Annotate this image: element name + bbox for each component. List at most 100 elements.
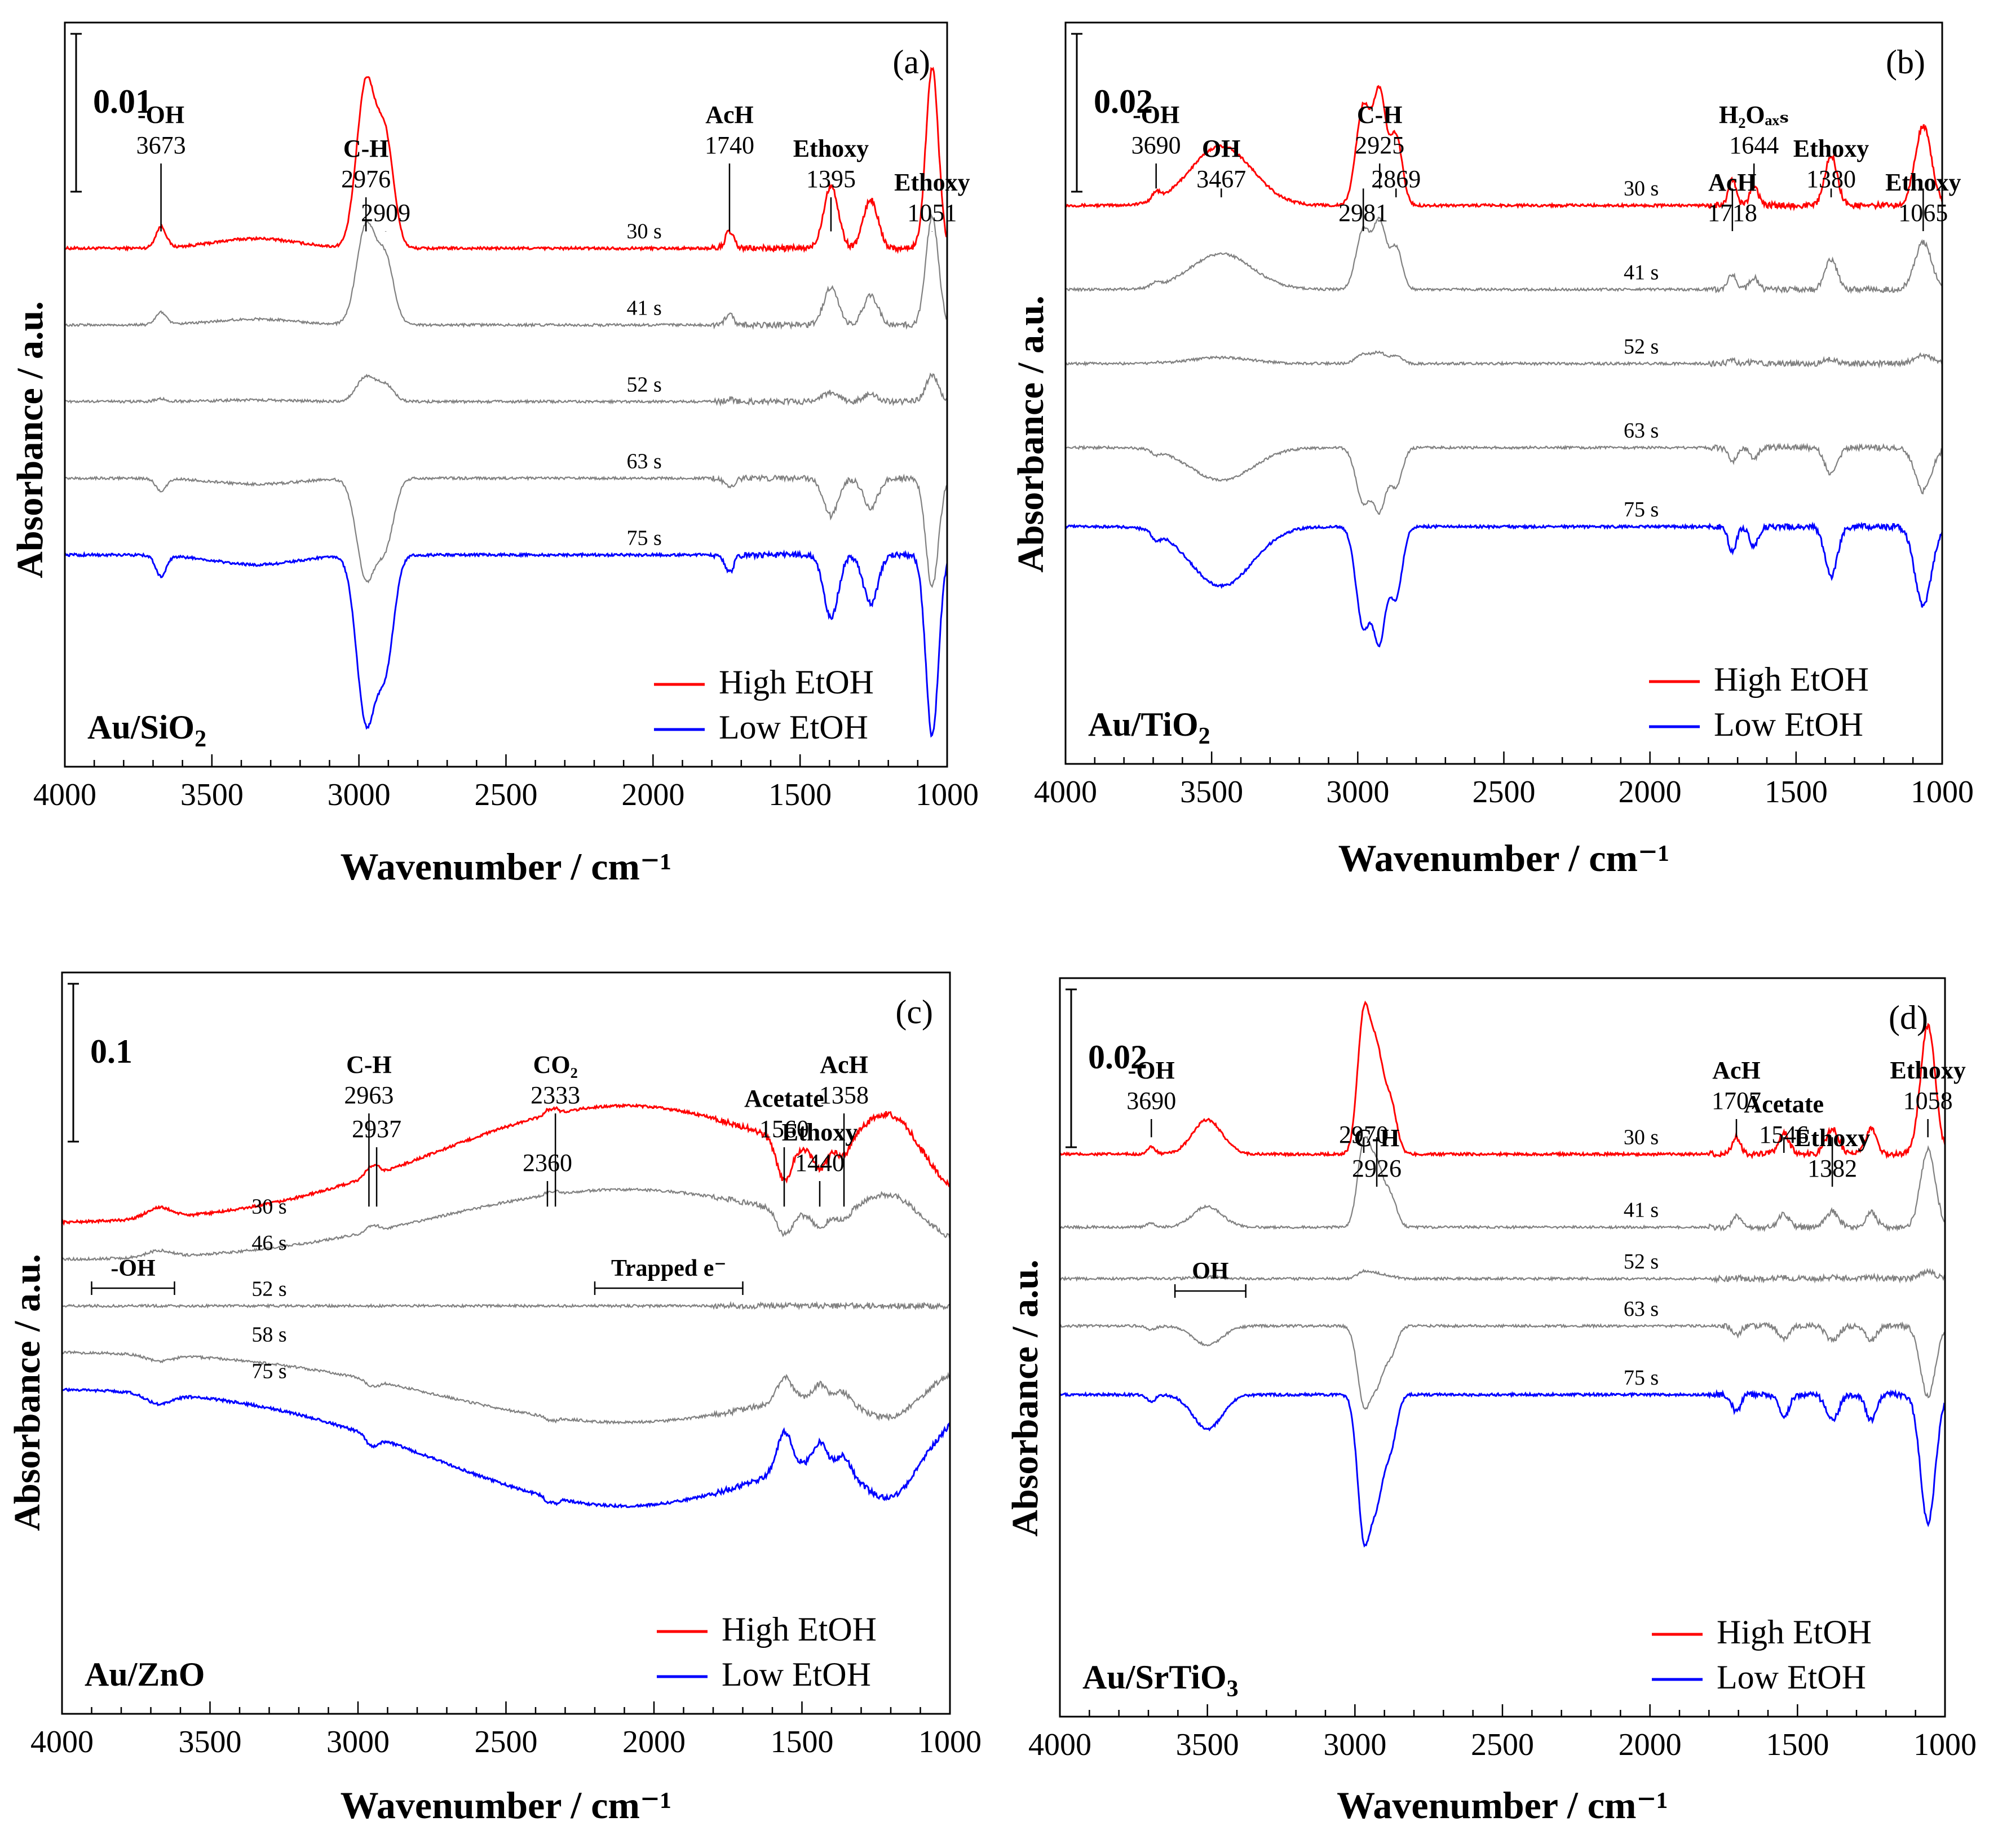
x-tick-label: 2000 [1619, 775, 1682, 810]
peak-wavenumber: 2333 [531, 1081, 580, 1109]
panel-label: (d) [1889, 999, 1928, 1036]
y-axis-label: Absorbance / a.u. [7, 1254, 48, 1531]
peak-wavenumber: 3690 [1126, 1087, 1176, 1115]
x-tick-label: 1500 [1765, 775, 1828, 810]
x-tick-label: 3000 [326, 1725, 390, 1759]
peak-wavenumber: 1546 [1759, 1121, 1809, 1148]
catalyst-label: Au/SrTiO3 [1082, 1659, 1239, 1702]
catalyst-label: Au/TiO2 [1088, 706, 1210, 749]
series-time-label: 63 s [1624, 1297, 1659, 1321]
x-tick-label: 3500 [1176, 1727, 1239, 1762]
catalyst-subscript: 2 [1199, 723, 1210, 749]
peak-wavenumber: 1051 [907, 199, 957, 227]
x-tick-label: 4000 [30, 1725, 94, 1759]
series-time-label: 41 s [1624, 1199, 1659, 1222]
peak-wavenumber: 1382 [1807, 1155, 1857, 1182]
legend-entry: High EtOH [1714, 661, 1869, 698]
peak-assignment: -OH [138, 101, 184, 129]
panel-b: 30 s 41 s 52 s 63 s 75 s 4000 3500 3000 2500 2000… [1010, 21, 1974, 879]
x-tick-label: 4000 [1028, 1727, 1091, 1762]
scale-bar-value: 0.02 [1094, 83, 1153, 120]
scale-bar-value: 0.1 [90, 1033, 132, 1070]
x-tick-label: 2500 [1471, 1727, 1534, 1762]
peak-wavenumber: 1065 [1898, 199, 1948, 227]
spectrum-63s [64, 473, 948, 589]
x-tick-label: 1500 [1766, 1727, 1829, 1762]
x-axis-label: Wavenumber / cm⁻¹ [1337, 1784, 1668, 1827]
series-time-label: 75 s [251, 1360, 286, 1383]
series-time-label: 41 s [1624, 260, 1659, 284]
peak-wavenumber: 1718 [1708, 199, 1757, 227]
peak-assignment: AcH [820, 1051, 868, 1078]
spectrum-30s [61, 1103, 951, 1226]
peak-assignment: Ethoxy [782, 1118, 857, 1146]
peak-assignment: C-H [1357, 101, 1403, 129]
series-time-label: 30 s [251, 1195, 286, 1218]
legend-entry: High EtOH [722, 1611, 877, 1648]
series-time-label: 58 s [251, 1323, 286, 1347]
series-time-label: 52 s [627, 373, 662, 396]
x-tick-label: 1000 [1911, 775, 1974, 810]
scale-bar-value: 0.02 [1088, 1038, 1147, 1076]
peak-wavenumber: 2360 [523, 1149, 572, 1177]
peak-wavenumber: 2970 [1339, 1121, 1389, 1148]
series-time-label: 30 s [627, 219, 662, 243]
peak-assignment: CO₂ [533, 1051, 578, 1078]
series-time-label: 52 s [1624, 335, 1659, 359]
x-tick-label: 3500 [1180, 775, 1243, 810]
series-time-label: 63 s [627, 449, 662, 473]
peak-wavenumber: 2869 [1371, 165, 1421, 193]
peak-wavenumber: 3467 [1196, 165, 1246, 193]
series-time-label: 46 s [251, 1231, 286, 1255]
spectrum-58s [61, 1350, 951, 1425]
spectrum-30s [1059, 1000, 1946, 1160]
peak-wavenumber: 2926 [1352, 1155, 1402, 1182]
peak-assignment: H₂Oₐₓₛ [1719, 101, 1789, 129]
y-axis-label: Absorbance / a.u. [1005, 1259, 1046, 1536]
x-axis-label: Wavenumber / cm⁻¹ [1338, 837, 1670, 879]
panel-label: (b) [1886, 43, 1925, 81]
peak-assignment: Ethoxy [1885, 169, 1961, 196]
series-time-label: 63 s [1624, 419, 1659, 443]
x-tick-label: 1500 [768, 777, 832, 812]
series-time-label: 75 s [1624, 1366, 1659, 1390]
x-tick-label: 2000 [621, 777, 684, 812]
peak-wavenumber: 1707 [1712, 1087, 1761, 1115]
series-time-label: 75 s [1624, 498, 1659, 521]
spectrum-75s [1064, 521, 1943, 648]
catalyst-label: Au/ZnO [85, 1656, 205, 1693]
panel-label: (c) [895, 993, 933, 1031]
series-time-label: 41 s [627, 296, 662, 320]
spectrum-41s [1059, 1135, 1946, 1232]
peak-wavenumber: 3690 [1131, 131, 1181, 159]
peak-assignment: C-H [343, 135, 389, 162]
spectrum-75s [61, 1387, 951, 1509]
spectrum-46s [61, 1187, 951, 1262]
x-axis-label: Wavenumber / cm⁻¹ [341, 845, 672, 888]
x-tick-label: 3000 [328, 777, 391, 812]
peak-assignment: AcH [1712, 1056, 1761, 1084]
peak-wavenumber: 1058 [1903, 1087, 1953, 1115]
peak-wavenumber: 2963 [344, 1081, 394, 1109]
scale-bar-value: 0.01 [93, 83, 152, 120]
plot-frame [64, 21, 948, 768]
range-label: Trapped e⁻ [611, 1255, 727, 1281]
peak-assignment: AcH [705, 101, 754, 129]
x-tick-label: 1000 [918, 1725, 982, 1759]
peak-wavenumber: 1395 [806, 165, 856, 193]
spectrum-52s [1059, 1268, 1946, 1284]
peak-wavenumber: 1380 [1806, 165, 1856, 193]
peak-wavenumber: 1740 [705, 131, 754, 159]
x-tick-label: 1000 [1913, 1727, 1977, 1762]
plot-frame [61, 971, 951, 1715]
peak-wavenumber: 1358 [819, 1081, 869, 1109]
legend-entry: Low EtOH [719, 709, 868, 746]
peak-assignment: -OH [1128, 1056, 1175, 1084]
peak-assignment: C-H [346, 1051, 392, 1078]
catalyst-subscript: 3 [1227, 1676, 1239, 1702]
panel-c: 30 s 46 s 52 s 58 s 75 s 4000 3500 3000 2500 2000… [7, 971, 982, 1827]
x-tick-label: 3500 [180, 777, 244, 812]
peak-wavenumber: 2925 [1355, 131, 1404, 159]
x-tick-label: 2500 [1473, 775, 1536, 810]
